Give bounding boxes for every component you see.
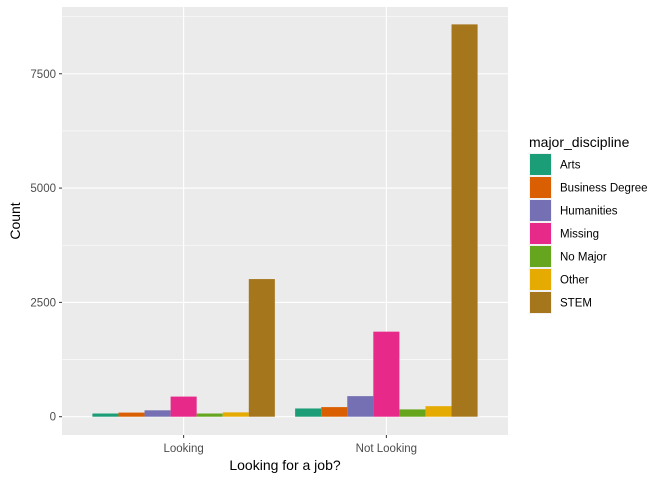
y-tick-label: 7500 (30, 69, 56, 81)
legend-label: Other (560, 275, 589, 287)
minor-gridlines (62, 16, 508, 360)
legend-swatch (530, 177, 551, 198)
legend-label: Missing (560, 229, 599, 241)
legend: major_discipline Arts Business Degree Huma… (529, 134, 648, 314)
y-tick-label: 0 (50, 412, 56, 424)
legend-swatch (530, 292, 551, 313)
y-tick-label: 2500 (30, 297, 56, 309)
plot-panel (62, 7, 508, 435)
legend-swatch (530, 200, 551, 221)
x-tick-label: Looking (163, 443, 203, 455)
legend-label: Arts (560, 160, 581, 172)
bar (248, 279, 275, 417)
bar (222, 412, 249, 417)
bar (118, 412, 145, 417)
bar (399, 409, 426, 417)
legend-label: Humanities (560, 206, 618, 218)
bar (321, 407, 348, 417)
bar (92, 413, 119, 417)
y-axis: 0 2500 5000 7500 (30, 69, 62, 424)
bar (373, 331, 400, 417)
y-axis-title: Count (7, 202, 23, 239)
legend-label: STEM (560, 298, 592, 310)
legend-label: No Major (560, 252, 607, 264)
bar (144, 410, 171, 417)
bar (295, 408, 322, 417)
legend-swatch (530, 269, 551, 290)
legend-swatch (530, 154, 551, 175)
bar (425, 406, 452, 417)
bar (347, 396, 374, 417)
x-axis: Looking Not Looking (163, 435, 417, 455)
legend-title: major_discipline (529, 134, 630, 150)
bar (451, 24, 478, 417)
legend-label: Business Degree (560, 183, 648, 195)
x-axis-title: Looking for a job? (229, 457, 341, 473)
legend-swatch (530, 246, 551, 267)
y-tick-label: 5000 (30, 183, 56, 195)
bar (196, 413, 223, 417)
bar (170, 396, 197, 417)
x-tick-label: Not Looking (356, 443, 417, 455)
legend-swatch (530, 223, 551, 244)
bars (92, 24, 478, 417)
